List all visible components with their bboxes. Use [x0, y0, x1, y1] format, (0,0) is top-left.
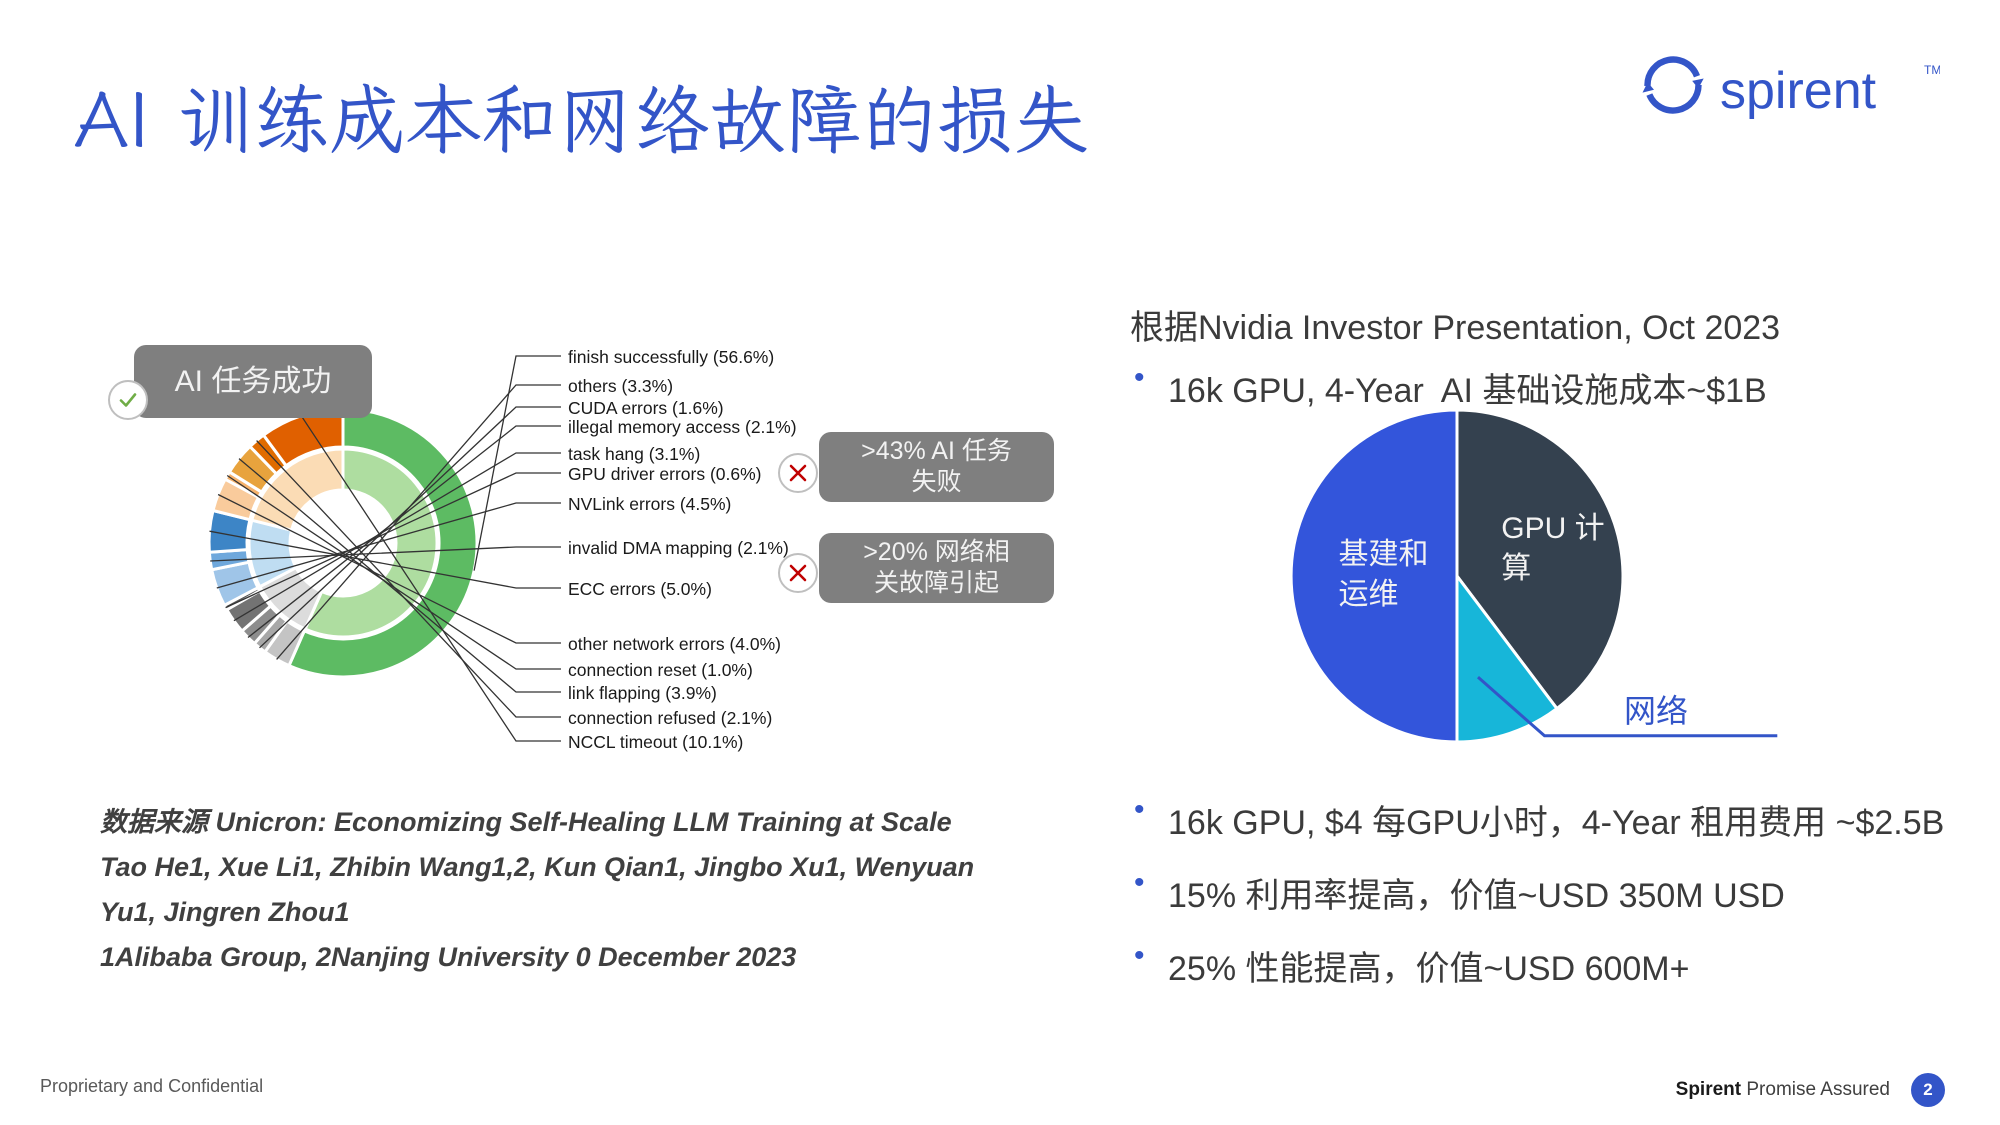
svg-text:spirent: spirent — [1720, 62, 1877, 120]
svg-text:illegal memory access (2.1%): illegal memory access (2.1%) — [568, 417, 797, 437]
svg-text:GPU 计: GPU 计 — [1501, 512, 1604, 545]
svg-text:CUDA errors (1.6%): CUDA errors (1.6%) — [568, 398, 724, 418]
svg-text:运维: 运维 — [1339, 578, 1399, 611]
svg-text:invalid DMA mapping (2.1%): invalid DMA mapping (2.1%) — [568, 538, 789, 558]
svg-text:NCCL timeout (10.1%): NCCL timeout (10.1%) — [568, 732, 743, 752]
svg-text:ECC errors (5.0%): ECC errors (5.0%) — [568, 579, 712, 599]
svg-text:connection refused (2.1%): connection refused (2.1%) — [568, 708, 772, 728]
svg-text:finish successfully (56.6%): finish successfully (56.6%) — [568, 347, 774, 367]
svg-text:task hang (3.1%): task hang (3.1%) — [568, 444, 700, 464]
svg-text:GPU driver errors (0.6%): GPU driver errors (0.6%) — [568, 464, 762, 484]
svg-text:基建和: 基建和 — [1339, 538, 1429, 571]
svg-text:link flapping (3.9%): link flapping (3.9%) — [568, 683, 717, 703]
svg-text:TM: TM — [1924, 63, 1940, 77]
svg-text:connection reset (1.0%): connection reset (1.0%) — [568, 660, 753, 680]
svg-text:others (3.3%): others (3.3%) — [568, 376, 673, 396]
svg-text:算: 算 — [1501, 552, 1531, 585]
svg-text:NVLink errors (4.5%): NVLink errors (4.5%) — [568, 494, 731, 514]
svg-text:other network errors (4.0%): other network errors (4.0%) — [568, 634, 781, 654]
svg-text:网络: 网络 — [1624, 693, 1688, 729]
